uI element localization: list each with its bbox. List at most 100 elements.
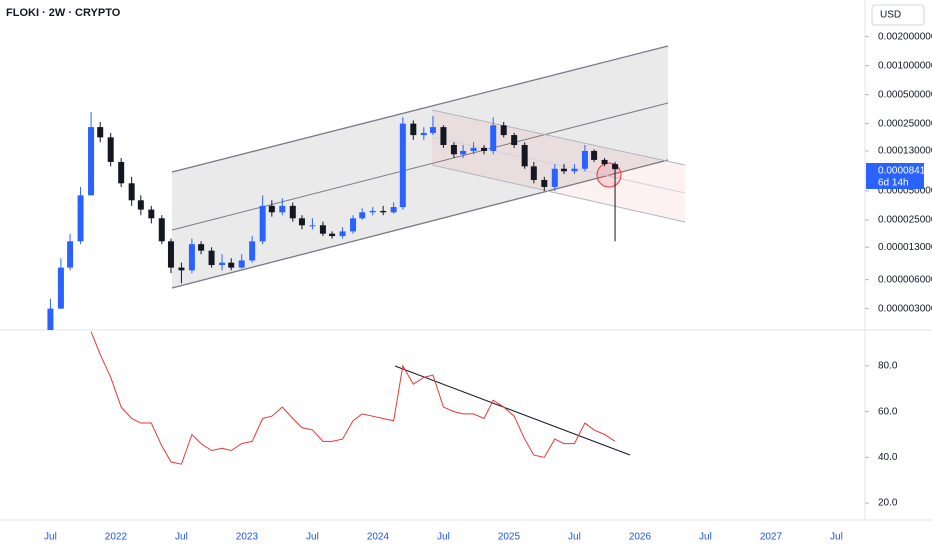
candle-body	[77, 195, 84, 242]
y-tick-label: 0.000050000	[878, 186, 932, 197]
candle-body	[410, 123, 417, 136]
x-tick-label: Jul	[699, 532, 712, 543]
marks: Jul 2022 Jul 2023 Jul 2024 Jul 2025 Jul 2026 Jul 20…	[44, 36, 869, 543]
y-tick-label: 0.000006000	[878, 274, 932, 285]
candle-body	[158, 218, 165, 242]
y-tick-label: 40.0	[878, 452, 898, 463]
candle-body	[581, 150, 588, 169]
x-tick-label: 2026	[629, 532, 652, 543]
y-tick-label: 60.0	[878, 406, 898, 417]
candle-body	[450, 144, 457, 155]
x-tick-label: Jul	[830, 532, 843, 543]
x-tick-label: 2022	[105, 532, 128, 543]
price-label-box	[866, 163, 924, 189]
candle-body	[137, 200, 144, 210]
y-tick-label: 80.0	[878, 361, 898, 372]
candle-body	[511, 135, 518, 145]
candle-body	[440, 127, 447, 145]
channel-line	[171, 45, 669, 173]
candle-body	[390, 207, 397, 213]
candle-body	[380, 210, 387, 213]
candle-body	[560, 168, 567, 172]
candle-body	[591, 150, 598, 160]
candle-body	[238, 260, 245, 268]
candle-body	[359, 212, 366, 219]
candle-body	[339, 231, 346, 237]
candle-body	[521, 144, 528, 167]
channel-line	[431, 136, 686, 194]
candle-body	[551, 168, 558, 187]
symbol-title: FLOKI · 2W · CRYPTO	[6, 7, 121, 19]
x-tick-label: Jul	[568, 532, 581, 543]
x-tick-label: 2024	[367, 532, 390, 543]
y-tick-label: 0.001000000	[878, 60, 932, 71]
candle-body	[319, 225, 326, 234]
currency-label[interactable]: USD	[880, 10, 901, 21]
currency-button[interactable]	[871, 4, 925, 26]
channel-line	[431, 109, 686, 166]
candle-body	[208, 250, 215, 266]
candle-body	[57, 267, 64, 309]
candle-body	[228, 262, 235, 268]
candle-body	[350, 218, 357, 232]
candle-body	[541, 179, 548, 187]
x-tick-label: 2025	[498, 532, 521, 543]
candle-body	[47, 308, 54, 330]
candle-body	[279, 205, 286, 213]
candle-body	[309, 225, 316, 227]
rsi-line	[90, 331, 616, 465]
candle-body	[612, 164, 619, 170]
candle-body	[219, 262, 226, 266]
candle-body	[399, 123, 406, 208]
candle-body	[470, 147, 477, 151]
candle-body	[97, 127, 104, 138]
y-tick-label: 0.000025000	[878, 215, 932, 226]
candle-body	[420, 132, 427, 136]
candle-body	[128, 183, 135, 201]
channel-line	[171, 102, 669, 231]
y-tick-label: 0.000003000	[878, 303, 932, 314]
channel-line	[431, 164, 686, 223]
y-tick-label: 0.000250000	[878, 118, 932, 129]
y-tick-label: 0.000130000	[878, 146, 932, 157]
candle-body	[500, 125, 507, 136]
candle-body	[481, 147, 488, 151]
x-tick-label: Jul	[437, 532, 450, 543]
candle-body	[460, 150, 467, 155]
candle-body	[188, 244, 195, 271]
candle-body	[148, 209, 155, 219]
candle-body	[369, 210, 376, 213]
candle-body	[490, 125, 497, 151]
x-tick-label: Jul	[306, 532, 319, 543]
y-tick-label: 0.000500000	[878, 89, 932, 100]
rsi-trendline	[394, 365, 631, 456]
candle-body	[601, 159, 608, 165]
y-tick-label: 0.000013000	[878, 242, 932, 253]
candle-body	[289, 205, 296, 219]
x-tick-label: Jul	[44, 532, 57, 543]
candle-body	[329, 233, 336, 237]
x-tick-label: 2027	[760, 532, 783, 543]
candle-body	[107, 137, 114, 162]
candle-body	[259, 205, 266, 242]
candle-body	[167, 241, 174, 268]
candle-body	[178, 267, 185, 271]
x-tick-label: Jul	[175, 532, 188, 543]
y-tick-label: 20.0	[878, 498, 898, 509]
y-tick-label: 0.002000000	[878, 31, 932, 42]
candle-body	[118, 161, 125, 184]
x-tick-label: 2023	[236, 532, 259, 543]
candle-body	[198, 244, 205, 251]
candle-body	[429, 127, 436, 133]
candle-body	[298, 218, 305, 226]
countdown: 6d 14h	[878, 178, 909, 189]
channel-line	[171, 159, 669, 289]
candle-body	[249, 241, 256, 261]
candle-body	[67, 241, 74, 268]
price-label: 0.000084179	[878, 166, 932, 177]
candle-body	[571, 168, 578, 172]
candle-body	[268, 205, 275, 213]
candle-body	[530, 166, 537, 180]
